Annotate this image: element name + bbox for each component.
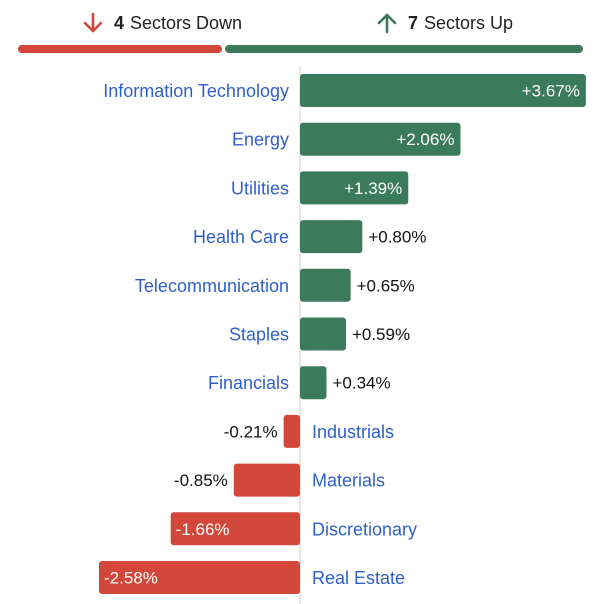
bar-utilities (300, 171, 409, 205)
category-label-discretionary: Discretionary (312, 519, 417, 539)
value-label-staples: +0.59% (352, 325, 410, 344)
sectors-down-summary: 4 Sectors Down (82, 10, 242, 36)
bar-telecommunication (300, 268, 351, 302)
category-label-staples: Staples (229, 325, 289, 345)
value-label-telecommunication: +0.65% (357, 276, 415, 295)
sectors-up-bar (225, 45, 583, 53)
value-label-information-technology: +3.67% (522, 82, 580, 101)
arrow-down-icon (83, 12, 103, 33)
category-label-financials: Financials (208, 373, 289, 393)
category-label-telecommunication: Telecommunication (135, 276, 289, 296)
value-label-utilities: +1.39% (344, 179, 402, 198)
bar-industrials (283, 414, 300, 448)
value-label-discretionary: -1.66% (176, 520, 230, 539)
bar-materials (233, 463, 300, 497)
category-label-real-estate: Real Estate (312, 568, 405, 588)
bar-discretionary (170, 512, 300, 546)
category-label-industrials: Industrials (312, 422, 394, 442)
bar-energy (300, 122, 461, 156)
bar-information-technology (300, 74, 586, 107)
bar-real-estate (99, 561, 300, 594)
bar-financials (300, 366, 327, 400)
bar-health-care (300, 220, 363, 254)
value-label-energy: +2.06% (396, 130, 454, 149)
sectors-up-label: Sectors Up (424, 12, 514, 33)
sectors-up-count: 7 (408, 12, 419, 33)
value-label-industrials: -0.21% (224, 422, 278, 441)
sectors-down-label: Sectors Down (130, 12, 243, 33)
sectors-up-summary: 7 Sectors Up (376, 10, 513, 36)
value-label-financials: +0.34% (332, 374, 390, 393)
sectors-down-count: 4 (114, 12, 125, 33)
category-label-energy: Energy (232, 130, 289, 150)
category-label-information-technology: Information Technology (103, 81, 289, 101)
category-label-utilities: Utilities (231, 178, 289, 198)
value-label-materials: -0.85% (174, 471, 228, 490)
value-label-real-estate: -2.58% (104, 569, 158, 588)
category-label-materials: Materials (312, 471, 385, 491)
sectors-down-bar (18, 45, 222, 53)
category-label-health-care: Health Care (193, 227, 289, 247)
arrow-up-icon (377, 13, 397, 34)
value-label-health-care: +0.80% (368, 228, 426, 247)
bar-staples (300, 317, 346, 351)
